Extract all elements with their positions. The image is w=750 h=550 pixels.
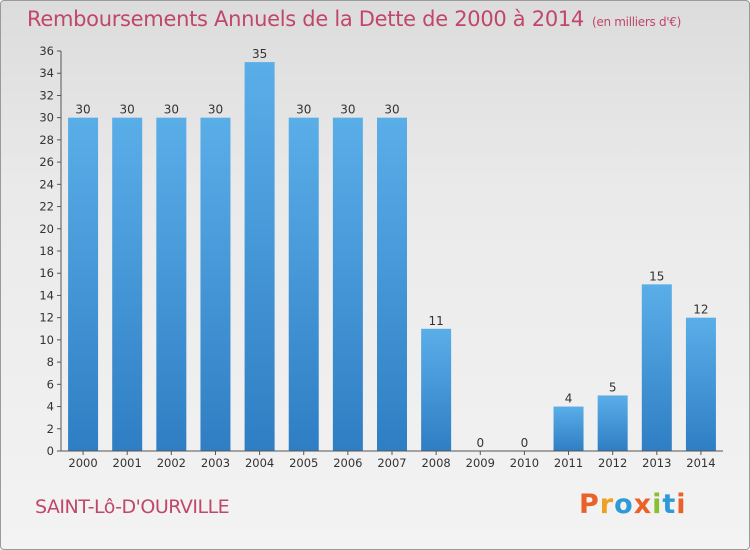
x-tick-label: 2012 (598, 456, 627, 470)
logo-letter: o (614, 489, 634, 520)
logo-letter: x (633, 489, 653, 520)
logo-letter: i (676, 489, 687, 520)
data-label-2007: 30 (384, 103, 399, 117)
logo-letter: t (662, 489, 677, 520)
bar-2000 (68, 117, 99, 452)
bar-2002 (156, 117, 187, 452)
y-tick-label: 6 (47, 377, 54, 391)
data-label-2012: 5 (609, 380, 617, 394)
y-tick-label: 24 (39, 177, 54, 191)
x-tick-label: 2006 (333, 456, 362, 470)
x-tick-label: 2007 (377, 456, 406, 470)
y-tick-label: 26 (39, 155, 54, 169)
data-label-2010: 0 (521, 436, 529, 450)
data-label-2006: 30 (340, 103, 355, 117)
data-label-2003: 30 (208, 103, 223, 117)
y-tick-label: 16 (39, 266, 54, 280)
bar-2013 (641, 284, 672, 451)
y-tick-label: 20 (39, 222, 54, 236)
data-label-2001: 30 (120, 103, 135, 117)
x-tick-label: 2000 (68, 456, 97, 470)
data-label-2004: 35 (252, 47, 267, 61)
data-label-2008: 11 (428, 314, 443, 328)
x-tick-label: 2014 (686, 456, 715, 470)
y-tick-label: 36 (39, 44, 54, 58)
logo-letter: r (599, 489, 615, 520)
chart-title: Remboursements Annuels de la Dette de 20… (27, 7, 681, 31)
y-tick-label: 0 (47, 444, 54, 458)
y-tick-label: 28 (39, 133, 54, 147)
x-tick-label: 2004 (245, 456, 274, 470)
x-tick-label: 2005 (289, 456, 318, 470)
y-tick-label: 32 (39, 88, 54, 102)
data-label-2002: 30 (164, 103, 179, 117)
data-label-2014: 12 (693, 303, 708, 317)
y-tick-label: 30 (39, 111, 54, 125)
x-tick-label: 2009 (466, 456, 495, 470)
x-tick-label: 2013 (642, 456, 671, 470)
bar-2001 (112, 117, 143, 452)
data-label-2013: 15 (649, 269, 664, 283)
bar-2011 (553, 406, 584, 451)
logo-letter: P (579, 489, 600, 520)
x-tick-label: 2003 (201, 456, 230, 470)
y-tick-label: 12 (39, 311, 54, 325)
bar-2014 (685, 317, 716, 451)
x-tick-label: 2001 (113, 456, 142, 470)
y-tick-label: 22 (39, 200, 54, 214)
x-tick-label: 2010 (510, 456, 539, 470)
y-tick-label: 4 (47, 400, 54, 414)
bar-2012 (597, 395, 628, 451)
y-tick-label: 34 (39, 66, 54, 80)
chart-title-text: Remboursements Annuels de la Dette de 20… (27, 7, 584, 31)
data-label-2011: 4 (565, 392, 573, 406)
y-tick-label: 2 (47, 422, 54, 436)
town-name: SAINT-Lô-D'OURVILLE (35, 496, 230, 518)
chart-unit: (en milliers d'€) (592, 15, 682, 29)
y-tick-label: 18 (39, 244, 54, 258)
x-tick-label: 2011 (554, 456, 583, 470)
x-tick-label: 2002 (157, 456, 186, 470)
bar-2004 (244, 62, 275, 451)
data-label-2009: 0 (476, 436, 484, 450)
x-tick-label: 2008 (421, 456, 450, 470)
bar-2003 (200, 117, 231, 452)
bar-2007 (377, 117, 407, 452)
data-label-2000: 30 (75, 103, 90, 117)
y-tick-label: 10 (39, 333, 54, 347)
proxiti-logo: Proxiti (579, 489, 687, 520)
y-tick-label: 8 (47, 355, 54, 369)
data-label-2005: 30 (296, 103, 311, 117)
bar-2008 (421, 328, 452, 451)
logo-letter: i (652, 489, 663, 520)
bar-2005 (288, 117, 319, 452)
y-tick-label: 14 (39, 288, 54, 302)
bar-2006 (332, 117, 363, 452)
